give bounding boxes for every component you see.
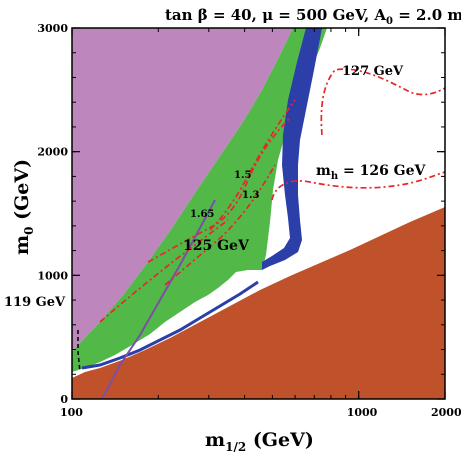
x-tick-label: 2000 [431,406,461,419]
green-region [72,28,327,372]
plot-regions [72,28,445,399]
label-127-gev: 127 GeV [342,64,404,79]
higgs-contours [99,68,445,323]
y-tick-label: 2000 [37,146,68,159]
label-119-gev: 119 GeV [4,295,66,310]
y-axis-label: m0 (GeV) [11,159,36,255]
contour-125b [209,99,296,231]
purple-region [72,28,293,352]
label-g-1-65: 1.65 [190,209,214,220]
y-tick-label: 0 [60,393,68,406]
plot-frame [71,27,446,400]
contour-mid [164,164,276,286]
contour-127 [320,68,445,136]
label-g-1-3: 1.3 [242,190,259,201]
axis-ticks: 100 1000 2000 0 1000 2000 3000 [37,22,461,419]
x-axis-label: m1/2 (GeV) [205,429,314,454]
contour-126 [271,171,445,201]
x-tick-label: 100 [60,406,83,419]
contour-125 [147,117,291,263]
label-125-gev: 125 GeV [183,238,250,254]
blue-region [262,28,322,270]
brown-region [72,207,445,399]
label-126-gev: mh = 126 GeV [316,163,427,182]
x-tick-label: 1000 [347,406,378,419]
contour-low [99,219,229,323]
blue-coannihilation-strip [81,280,259,370]
y-tick-label: 3000 [37,22,68,35]
label-g-1-5: 1.5 [234,170,251,181]
chart-title: tan β = 40, μ = 500 GeV, A0 = 2.0 m0 [165,6,461,27]
lep-bound-dashed [77,330,81,373]
purple-line [101,199,216,399]
y-tick-label: 1000 [37,269,68,282]
